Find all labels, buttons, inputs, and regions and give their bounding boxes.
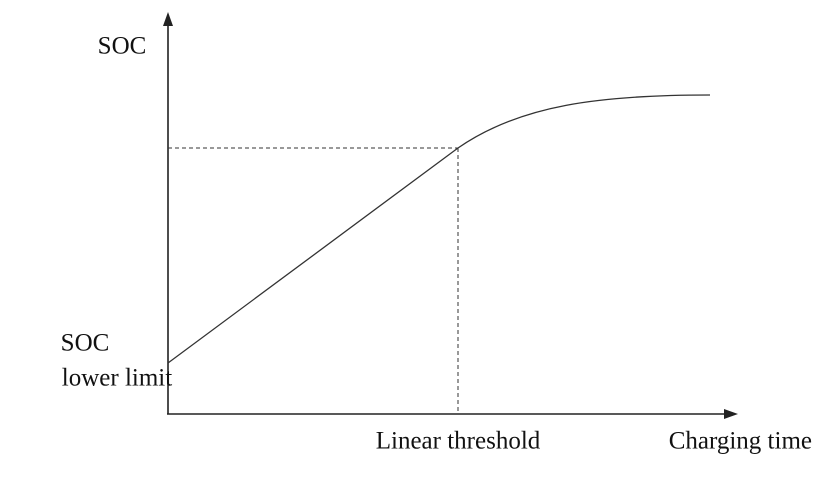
lower-limit-label: lower limit	[62, 365, 172, 392]
lower-limit-label: SOC	[61, 330, 110, 357]
x-axis-label: Charging time	[669, 428, 812, 455]
y-axis-label: SOC	[98, 33, 147, 60]
soc-curve	[167, 94, 711, 364]
y-axis-arrow	[163, 12, 173, 26]
x-axis-arrow	[724, 409, 738, 419]
threshold-label: Linear threshold	[376, 428, 541, 455]
